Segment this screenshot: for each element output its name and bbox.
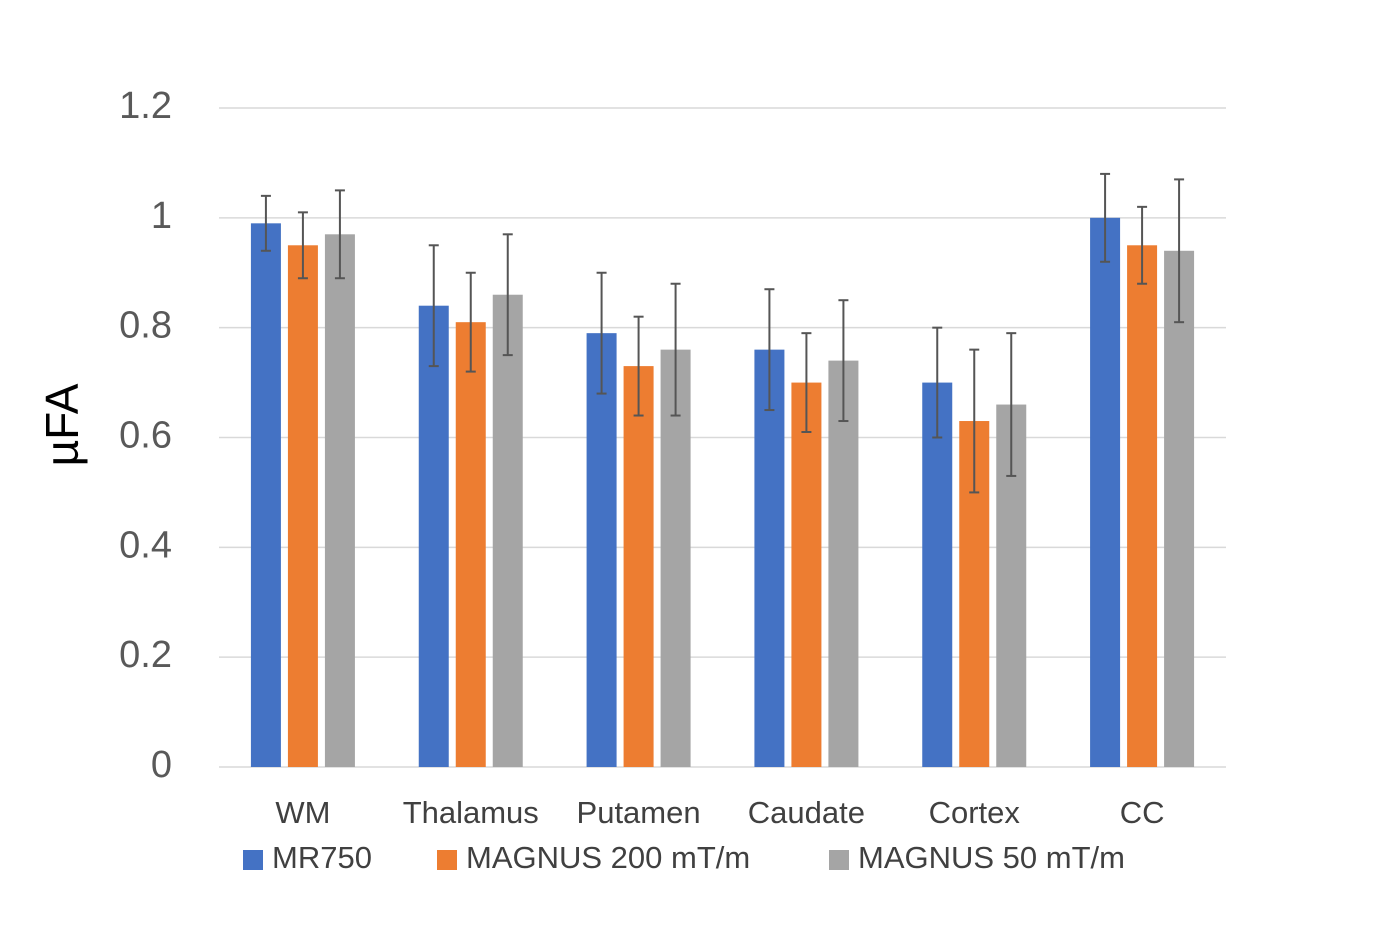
bar-magnus-200-mt-m-cc [1127,245,1158,767]
y-tick-label: 0.8 [119,305,172,347]
x-axis-categories: WM Thalamus Putamen Caudate Cortex CC [275,795,1164,830]
bar-mr750-putamen [586,333,617,767]
bar-mr750-wm [250,223,281,767]
legend-label: MAGNUS 200 mT/m [466,840,750,875]
x-category-label: Putamen [577,795,701,830]
x-category-label: WM [275,795,330,830]
bar-mr750-cortex [922,382,953,767]
y-axis-label: µFA [36,383,88,466]
bar-magnus-50-mt-m-putamen [660,349,691,767]
legend: MR750 MAGNUS 200 mT/m MAGNUS 50 mT/m [243,840,1125,875]
bar-magnus-200-mt-m-wm [287,245,318,767]
y-tick-label: 0.4 [119,524,172,566]
bar-magnus-200-mt-m-caudate [791,382,822,767]
bar-mr750-caudate [754,349,785,767]
x-category-label: Cortex [929,795,1021,830]
bar-magnus-50-mt-m-thalamus [492,294,523,767]
legend-swatch [437,850,457,870]
bar-mr750-cc [1090,217,1121,768]
bar-mr750-thalamus [418,305,449,767]
bars [250,217,1195,768]
legend-label: MR750 [272,840,372,875]
y-axis-ticks: 0 0.2 0.4 0.6 0.8 1 1.2 [119,85,172,786]
gridlines [219,107,1226,768]
error-bars [260,172,1185,494]
x-category-label: Caudate [748,795,865,830]
bar-magnus-50-mt-m-cc [1164,250,1195,768]
y-tick-label: 1 [151,195,172,237]
legend-swatch [243,850,263,870]
bar-magnus-200-mt-m-thalamus [455,322,486,767]
legend-swatch [829,850,849,870]
y-tick-label: 0.6 [119,415,172,457]
x-category-label: CC [1120,795,1165,830]
y-tick-label: 0.2 [119,634,172,676]
bar-magnus-200-mt-m-putamen [623,366,654,767]
legend-label: MAGNUS 50 mT/m [858,840,1125,875]
y-tick-label: 1.2 [119,85,172,127]
bar-magnus-50-mt-m-caudate [828,360,859,767]
bar-magnus-50-mt-m-wm [324,234,355,767]
x-category-label: Thalamus [403,795,539,830]
y-tick-label: 0 [151,744,172,786]
